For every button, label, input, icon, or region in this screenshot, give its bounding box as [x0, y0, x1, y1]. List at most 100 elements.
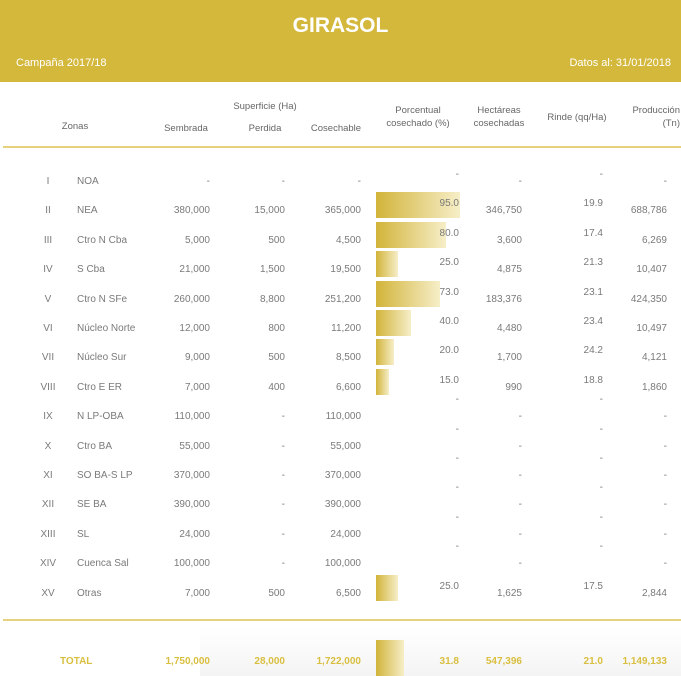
- cell-pct: 25.0: [439, 580, 459, 592]
- col-porcentual: Porcentual cosechado (%): [386, 105, 450, 129]
- cell-cosechable: -: [357, 176, 361, 187]
- cell-perdida: -: [281, 499, 285, 511]
- cell-pct: 73.0: [439, 286, 459, 298]
- cell-prod: -: [663, 499, 667, 511]
- campaign-label: Campaña 2017/18: [16, 57, 107, 69]
- cell-rinde: 23.4: [583, 316, 603, 327]
- cell-perdida: -: [281, 528, 285, 540]
- cell-prod: 688,786: [630, 205, 667, 217]
- cell-num: IV: [43, 264, 53, 276]
- cell-pct: 20.0: [439, 345, 459, 357]
- cell-hect: -: [518, 499, 522, 511]
- cell-zona: NOA: [77, 176, 99, 187]
- cell-pct: -: [455, 423, 459, 435]
- cell-perdida: 8,800: [259, 293, 285, 305]
- col-rinde: Rinde (qq/Ha): [547, 112, 607, 123]
- col-zonas: Zonas: [61, 121, 89, 132]
- cell-zona: Núcleo Sur: [77, 352, 127, 364]
- cell-hect: 4,875: [496, 264, 522, 276]
- cell-cosechable: 11,200: [331, 323, 361, 334]
- cell-num: XII: [41, 499, 55, 511]
- cell-zona: S Cba: [77, 264, 105, 276]
- cell-cosechable: 370,000: [324, 470, 361, 481]
- cell-cosechable: 251,200: [324, 293, 361, 305]
- cell-sembrada: 9,000: [184, 352, 210, 364]
- cell-zona: SL: [77, 528, 90, 540]
- cell-sembrada: 390,000: [173, 499, 210, 511]
- cell-zona: Ctro E ER: [77, 381, 123, 393]
- cell-hect: 990: [505, 381, 522, 393]
- cell-perdida: 500: [268, 587, 285, 599]
- cell-sembrada: 7,000: [184, 381, 210, 393]
- total-shade: [200, 628, 681, 676]
- cell-hect: 183,376: [485, 293, 522, 305]
- cell-prod: 1,149,133: [622, 656, 668, 667]
- cell-cosechable: 8,500: [335, 352, 361, 364]
- cell-zona: Ctro N Cba: [77, 234, 128, 246]
- cell-prod: 424,350: [630, 293, 667, 305]
- cell-sembrada: 380,000: [173, 205, 210, 217]
- cell-perdida: 28,000: [254, 656, 285, 667]
- cell-zona: Núcleo Norte: [77, 323, 136, 334]
- cell-rinde: 24.2: [583, 345, 603, 357]
- cell-zona: Cuenca Sal: [77, 558, 129, 570]
- cell-num: VI: [43, 323, 53, 334]
- page-title: GIRASOL: [292, 14, 389, 37]
- cell-pct: 15.0: [439, 374, 459, 386]
- cell-pct: -: [455, 482, 459, 494]
- cell-num: XIV: [39, 558, 57, 570]
- cell-perdida: -: [281, 440, 285, 452]
- cell-sembrada: 5,000: [184, 234, 210, 246]
- header-divider: [3, 146, 681, 148]
- cell-num: VII: [41, 352, 55, 364]
- cell-cosechable: 4,500: [335, 234, 361, 246]
- cell-prod: -: [663, 440, 667, 452]
- cell-hect: -: [518, 558, 522, 570]
- cell-zona: SO BA-S LP: [77, 470, 133, 481]
- cell-perdida: -: [281, 470, 285, 481]
- cell-cosechable: 110,000: [325, 411, 361, 423]
- cell-cosechable: 100,000: [324, 558, 361, 570]
- cell-hect: 1,625: [496, 587, 522, 599]
- pct-bar: [376, 368, 390, 395]
- cell-pct: 25.0: [439, 257, 459, 269]
- cell-prod: 2,844: [641, 587, 667, 599]
- cell-rinde: 17.4: [583, 227, 603, 239]
- cell-num: X: [44, 440, 52, 452]
- cell-prod: -: [663, 558, 667, 570]
- cell-sembrada: 24,000: [179, 528, 210, 540]
- pct-bar: [376, 221, 447, 248]
- cell-num: V: [44, 293, 52, 305]
- cell-hect: -: [518, 411, 522, 423]
- cell-perdida: -: [281, 176, 285, 187]
- cell-sembrada: 110,000: [174, 411, 210, 423]
- cell-sembrada: -: [206, 176, 210, 187]
- cell-perdida: 500: [268, 352, 285, 364]
- cell-sembrada: 12,000: [179, 323, 210, 334]
- header-band: [0, 0, 681, 82]
- cell-label: TOTAL: [60, 656, 93, 667]
- cell-prod: -: [663, 470, 667, 481]
- col-cosechable: Cosechable: [310, 123, 362, 134]
- cell-zona: Ctro BA: [77, 440, 113, 452]
- cell-rinde: 21.3: [583, 257, 603, 269]
- cell-rinde: 21.0: [583, 656, 603, 667]
- cell-cosechable: 365,000: [324, 205, 361, 217]
- cell-rinde: -: [599, 169, 603, 180]
- cell-prod: 6,269: [641, 234, 667, 246]
- cell-cosechable: 55,000: [330, 440, 361, 452]
- cell-cosechable: 1,722,000: [316, 656, 362, 667]
- cell-prod: 4,121: [641, 352, 667, 364]
- cell-hect: -: [518, 176, 522, 187]
- cell-num: VIII: [40, 381, 56, 393]
- cell-sembrada: 21,000: [179, 264, 210, 276]
- cell-pct: -: [455, 394, 459, 406]
- col-perdida: Perdida: [248, 123, 282, 134]
- cell-prod: 10,407: [636, 264, 667, 276]
- cell-pct: -: [455, 453, 459, 464]
- cell-hect: 346,750: [485, 205, 522, 217]
- cell-cosechable: 6,500: [335, 587, 361, 599]
- date-label: Datos al: 31/01/2018: [569, 57, 671, 69]
- pct-bar: [376, 251, 398, 278]
- cell-rinde: 18.8: [583, 374, 603, 386]
